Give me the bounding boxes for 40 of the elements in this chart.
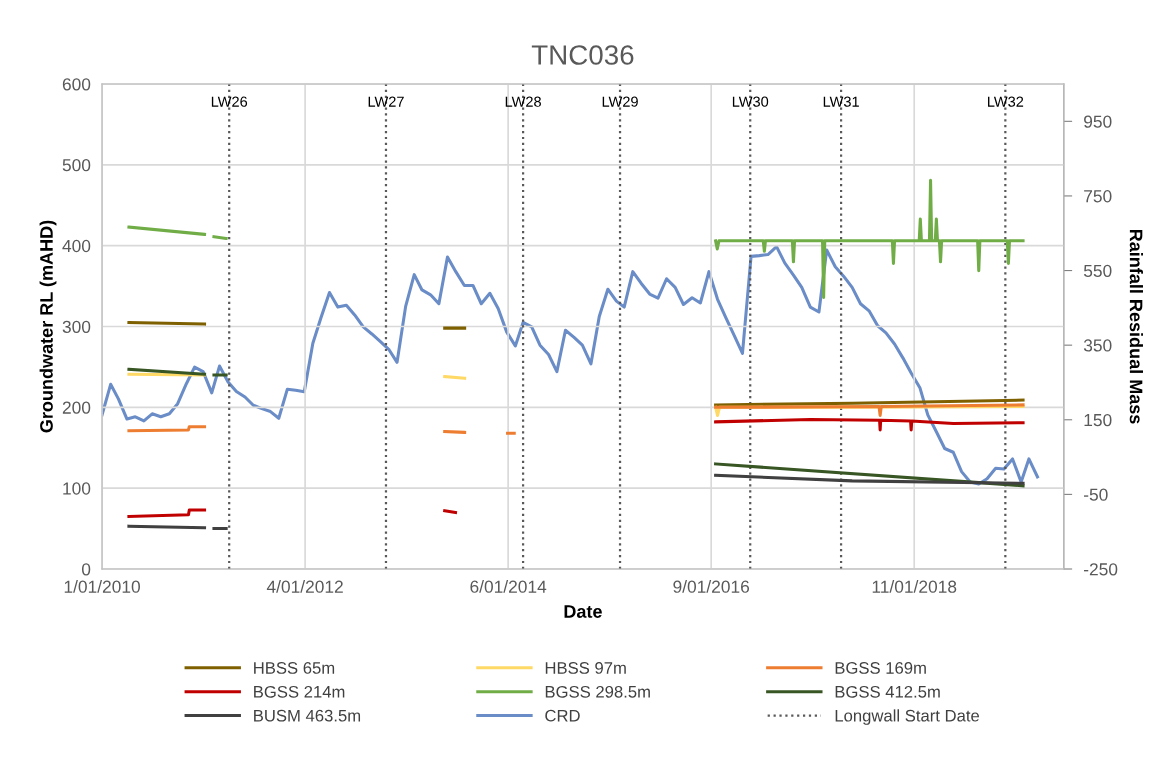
y2-tick-label: 750	[1084, 190, 1112, 203]
y-axis-title: Groundwater RL (mAHD)	[39, 220, 57, 433]
x-axis-title: Date	[564, 605, 602, 618]
ref-line-label: LW30	[732, 96, 769, 107]
legend-label: BGSS 412.5m	[835, 685, 940, 698]
y2-axis-title: Rainfall Residual Mass	[1129, 229, 1143, 424]
y-tick-label: 200	[62, 401, 91, 414]
ref-line-label: LW28	[505, 96, 541, 107]
y-tick-label: 400	[62, 239, 91, 253]
legend-label: CRD	[545, 709, 580, 722]
y-tick-label: 300	[62, 320, 91, 333]
x-tick-label: 4/01/2012	[266, 580, 343, 593]
legend-label: BGSS 298.5m	[545, 685, 650, 698]
y2-tick-label: -250	[1084, 563, 1118, 576]
y2-tick-label: -50	[1084, 488, 1108, 501]
ref-line-label: LW29	[602, 96, 638, 107]
ref-line-label: LW31	[823, 96, 859, 107]
ref-line-label: LW27	[368, 96, 404, 107]
y-tick-label: 500	[62, 159, 91, 172]
legend-label: HBSS 97m	[545, 662, 626, 674]
x-tick-label: 1/01/2010	[64, 580, 140, 593]
ref-line-label: LW26	[211, 96, 248, 107]
legend-label: HBSS 65m	[254, 662, 335, 674]
legend-label: BUSM 463.5m	[254, 709, 361, 722]
y2-tick-label: 950	[1084, 115, 1112, 128]
y2-tick-label: 550	[1083, 264, 1112, 278]
x-tick-label: 9/01/2016	[673, 580, 750, 593]
y2-tick-label: 150	[1084, 413, 1112, 427]
line-series	[102, 245, 1040, 486]
x-tick-label: 11/01/2018	[872, 580, 957, 593]
y-tick-label: 0	[81, 563, 91, 576]
y-tick-label: 100	[63, 482, 91, 495]
chart-title: TNC036	[531, 45, 634, 65]
y2-tick-label: 350	[1083, 339, 1112, 352]
x-tick-label: 6/01/2014	[470, 580, 547, 593]
legend-label: BGSS 214m	[254, 685, 345, 698]
y-tick-label: 600	[62, 78, 91, 91]
text: Longwall Start Date	[835, 709, 980, 725]
ref-line-label: LW32	[988, 96, 1024, 107]
legend-label: BGSS 169m	[835, 662, 926, 674]
